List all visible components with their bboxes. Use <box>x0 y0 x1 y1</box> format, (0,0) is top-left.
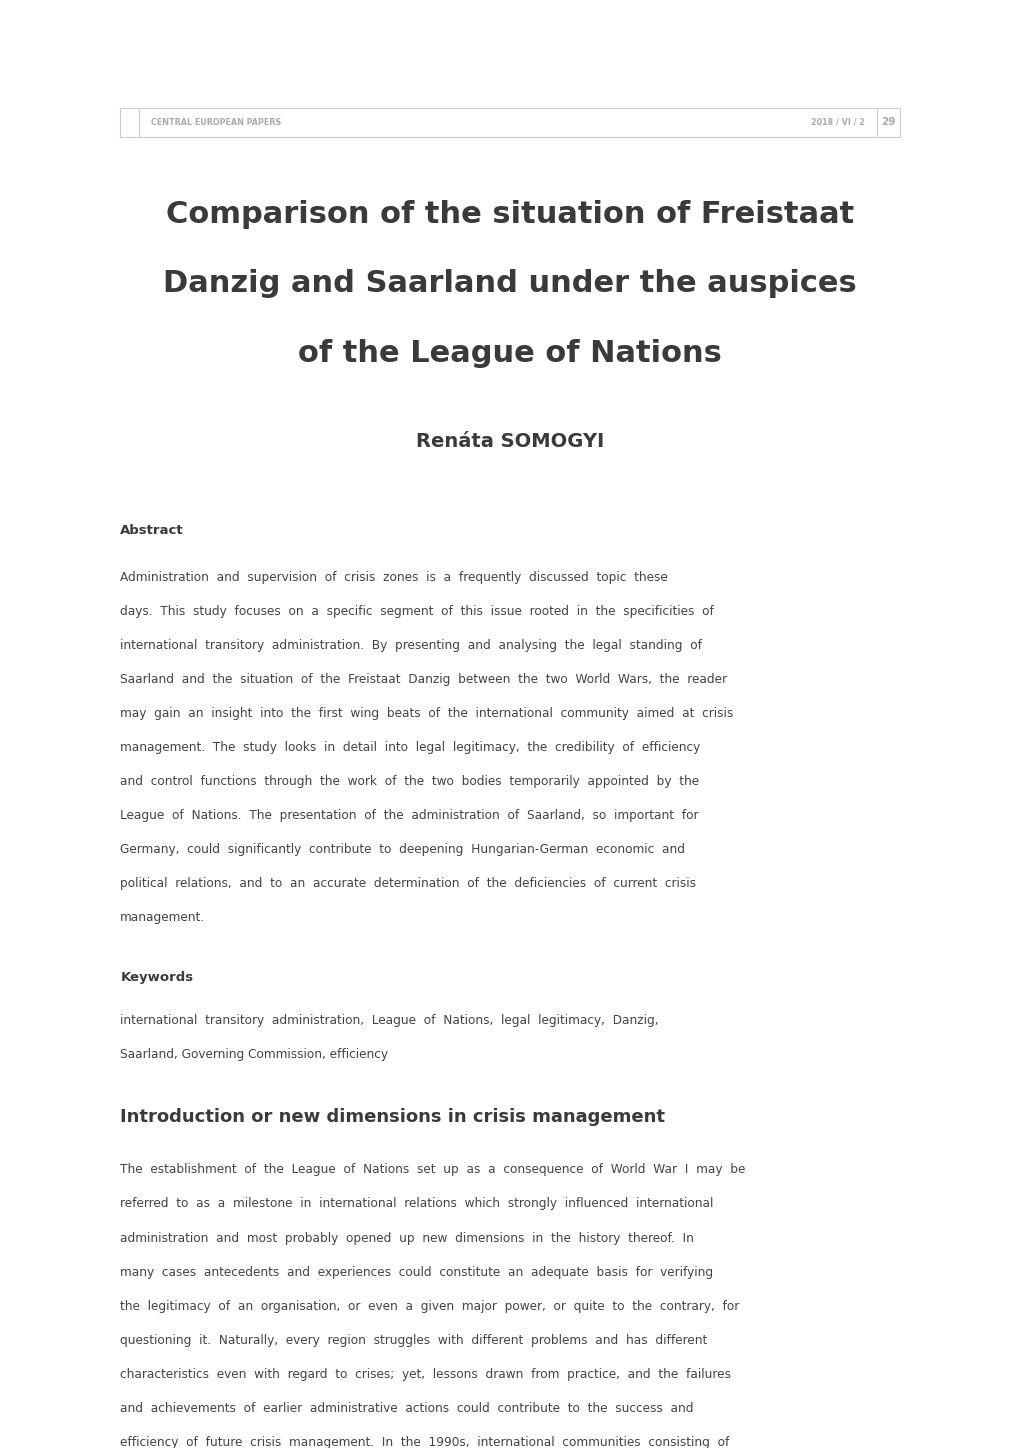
Text: international  transitory  administration,  League  of  Nations,  legal  legitim: international transitory administration,… <box>120 1014 658 1027</box>
Text: CENTRAL EUROPEAN PAPERS: CENTRAL EUROPEAN PAPERS <box>151 117 281 127</box>
Text: international  transitory  administration.  By  presenting  and  analysing  the : international transitory administration.… <box>120 639 702 652</box>
Text: and  control  functions  through  the  work  of  the  two  bodies  temporarily  : and control functions through the work o… <box>120 775 699 788</box>
Text: Keywords: Keywords <box>120 972 194 983</box>
Text: The  establishment  of  the  League  of  Nations  set  up  as  a  consequence  o: The establishment of the League of Natio… <box>120 1164 745 1176</box>
Text: political  relations,  and  to  an  accurate  determination  of  the  deficienci: political relations, and to an accurate … <box>120 877 696 889</box>
Text: the  legitimacy  of  an  organisation,  or  even  a  given  major  power,  or  q: the legitimacy of an organisation, or ev… <box>120 1300 739 1312</box>
Text: efficiency  of  future  crisis  management.  In  the  1990s,  international  com: efficiency of future crisis management. … <box>120 1436 729 1448</box>
Text: and  achievements  of  earlier  administrative  actions  could  contribute  to  : and achievements of earlier administrati… <box>120 1402 693 1415</box>
Text: Germany,  could  significantly  contribute  to  deepening  Hungarian-German  eco: Germany, could significantly contribute … <box>120 843 685 856</box>
Text: characteristics  even  with  regard  to  crises;  yet,  lessons  drawn  from  pr: characteristics even with regard to cris… <box>120 1367 731 1380</box>
Text: Saarland  and  the  situation  of  the  Freistaat  Danzig  between  the  two  Wo: Saarland and the situation of the Freist… <box>120 672 727 685</box>
Text: days.  This  study  focuses  on  a  specific  segment  of  this  issue  rooted  : days. This study focuses on a specific s… <box>120 605 713 617</box>
Text: many  cases  antecedents  and  experiences  could  constitute  an  adequate  bas: many cases antecedents and experiences c… <box>120 1266 712 1279</box>
Text: of the League of Nations: of the League of Nations <box>298 339 721 368</box>
Text: management.  The  study  looks  in  detail  into  legal  legitimacy,  the  credi: management. The study looks in detail in… <box>120 741 700 753</box>
Text: management.: management. <box>120 911 205 924</box>
Text: may  gain  an  insight  into  the  first  wing  beats  of  the  international  c: may gain an insight into the first wing … <box>120 707 733 720</box>
Text: 2018 / VI / 2: 2018 / VI / 2 <box>810 117 864 127</box>
Text: League  of  Nations.  The  presentation  of  the  administration  of  Saarland, : League of Nations. The presentation of t… <box>120 808 698 821</box>
Text: Renáta SOMOGYI: Renáta SOMOGYI <box>416 432 603 450</box>
Text: administration  and  most  probably  opened  up  new  dimensions  in  the  histo: administration and most probably opened … <box>120 1231 694 1244</box>
Text: questioning  it.  Naturally,  every  region  struggles  with  different  problem: questioning it. Naturally, every region … <box>120 1334 707 1347</box>
Text: Comparison of the situation of Freistaat: Comparison of the situation of Freistaat <box>166 200 853 229</box>
Text: Abstract: Abstract <box>120 524 183 537</box>
Text: referred  to  as  a  milestone  in  international  relations  which  strongly  i: referred to as a milestone in internatio… <box>120 1197 713 1211</box>
Text: Saarland, Governing Commission, efficiency: Saarland, Governing Commission, efficien… <box>120 1048 388 1061</box>
Text: Introduction or new dimensions in crisis management: Introduction or new dimensions in crisis… <box>120 1109 664 1127</box>
Text: Danzig and Saarland under the auspices: Danzig and Saarland under the auspices <box>163 269 856 298</box>
Text: Administration  and  supervision  of  crisis  zones  is  a  frequently  discusse: Administration and supervision of crisis… <box>120 571 667 584</box>
Text: 29: 29 <box>880 117 895 127</box>
